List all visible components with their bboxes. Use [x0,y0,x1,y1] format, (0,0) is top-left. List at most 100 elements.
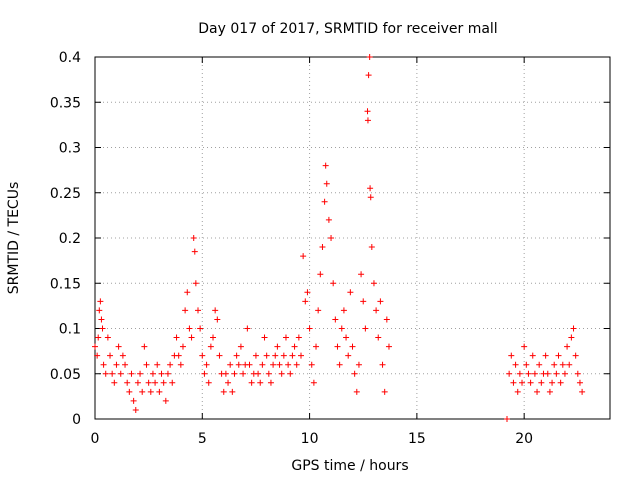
data-point [139,388,146,395]
data-point [557,379,564,386]
data-point [203,361,210,368]
data-point [358,271,365,278]
data-point [145,379,152,386]
data-point [385,343,392,350]
x-tick-label: 5 [198,431,207,447]
data-point [92,343,98,350]
data-point [128,370,135,377]
data-point [504,416,510,422]
data-point [291,343,298,350]
data-point [207,343,214,350]
data-point [377,298,384,305]
data-point [192,280,199,287]
y-tick-label: 0 [72,412,81,428]
data-point [325,216,332,223]
data-point [579,388,586,395]
data-point [315,307,322,314]
data-point [365,72,372,79]
data-point [149,370,156,377]
data-point [525,370,532,377]
data-point [141,343,148,350]
data-point [233,352,240,359]
data-point [576,379,583,386]
data-point [97,298,104,305]
data-point [169,379,176,386]
data-point [195,307,201,314]
data-point [263,352,270,359]
data-point [574,370,581,377]
data-point [564,343,571,350]
data-point [317,271,324,278]
data-point [523,361,530,368]
data-point [184,289,191,296]
data-point [191,248,198,255]
data-point [506,370,513,377]
data-point [343,334,350,341]
data-point [212,307,219,314]
data-point [367,194,374,201]
data-point [289,352,296,359]
data-point [100,361,107,368]
data-point [383,316,390,323]
data-point [235,361,242,368]
y-tick-label: 0.15 [50,276,81,292]
data-point [179,343,186,350]
data-point [240,370,247,377]
data-point [246,361,253,368]
data-point [115,343,122,350]
data-point [529,352,536,359]
data-point [248,379,255,386]
data-point [514,388,521,395]
data-point [104,334,111,341]
data-point [107,352,114,359]
y-tick-label: 0.25 [50,186,81,202]
y-tick-label: 0.1 [59,322,81,338]
data-point [199,352,206,359]
data-point [156,388,163,395]
data-point [188,334,195,341]
y-tick-label: 0.05 [50,367,81,383]
data-point [137,370,144,377]
data-point [96,307,103,314]
data-point [278,370,285,377]
data-point [355,361,362,368]
data-point [102,370,109,377]
data-point [154,361,161,368]
data-point [298,352,304,359]
data-point [143,361,150,368]
data-point [570,325,577,332]
data-point [109,370,116,377]
data-point [126,388,133,395]
data-point [160,379,167,386]
data-point [321,198,328,205]
data-point [322,162,329,169]
data-point [252,352,259,359]
data-point [338,325,345,332]
data-point [366,54,373,60]
x-tick-label: 15 [408,431,426,447]
data-point [229,388,236,395]
data-point [553,370,560,377]
data-point [177,361,184,368]
data-point [527,379,534,386]
data-point [510,379,517,386]
data-point [319,244,326,251]
data-point [182,307,189,314]
data-point [147,388,154,395]
data-point [272,352,279,359]
data-point [364,117,371,124]
grid-lines [95,57,610,419]
data-point [561,370,568,377]
data-point [362,325,369,332]
data-point [549,379,556,386]
data-point [536,361,543,368]
data-point [287,370,294,377]
data-point [304,289,311,296]
x-tick-label: 10 [301,431,319,447]
data-point [227,361,234,368]
data-points [92,54,586,422]
data-point [255,370,262,377]
data-point [559,361,566,368]
data-point [349,343,356,350]
